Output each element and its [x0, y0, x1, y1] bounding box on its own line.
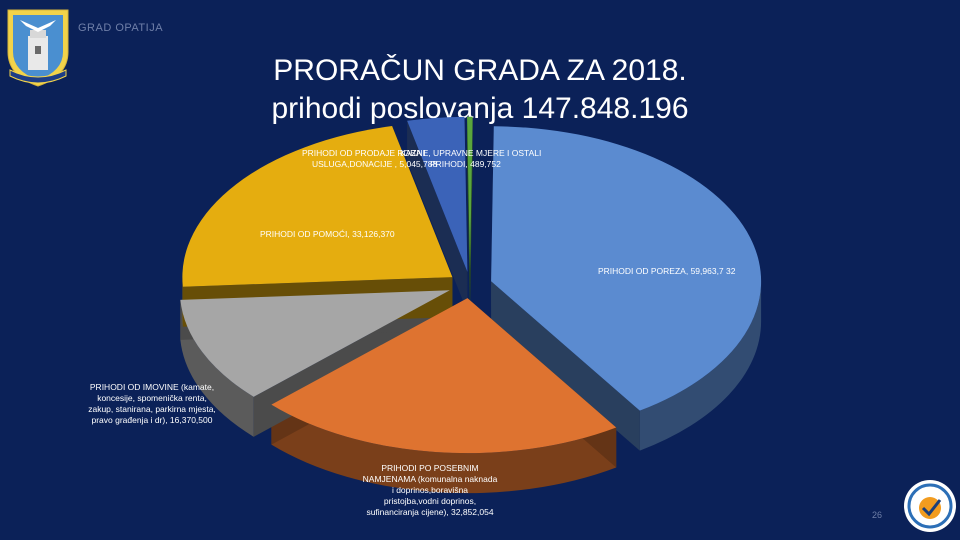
label-prodaja-line2: USLUGA,DONACIJE , 5,045,788 — [312, 159, 438, 169]
pie-slice — [182, 126, 453, 287]
label-prodaja-line1: PRIHODI OD PRODAJE ROBA I — [302, 148, 426, 158]
label-posebne-line: pristojba,vodni doprinos, — [383, 496, 477, 506]
pie-slice — [467, 116, 473, 272]
pie-slice-side — [180, 299, 254, 437]
page-title: PRORAČUN GRADA ZA 2018. prihodi poslovan… — [230, 52, 730, 128]
label-kazne-line1: KAZNE, UPRAVNE MJERE I OSTALI — [400, 148, 542, 158]
label-imovina-line: zakup, stanirana, parkirna mjesta, — [88, 404, 216, 414]
pie-slice-side — [639, 281, 762, 451]
title-line-1: PRORAČUN GRADA ZA 2018. — [273, 54, 687, 87]
pie-slice-side — [271, 404, 617, 494]
label-imovina-line: PRIHODI OD IMOVINE (kamate, — [89, 382, 215, 392]
city-name: GRAD OPATIJA — [78, 22, 164, 34]
title-line-2: prihodi poslovanja 147.848.196 — [271, 92, 689, 125]
label-pomoc: PRIHODI OD POMOĆI, 33,126,370 — [260, 229, 395, 239]
pie-slice-edge — [491, 281, 640, 451]
pie-slice — [407, 116, 468, 272]
pie-slice — [180, 290, 450, 397]
label-imovina-line: koncesije, spomenička renta, — [97, 393, 207, 403]
label-imovina: PRIHODI OD IMOVINE (kamate, koncesije, s… — [82, 382, 222, 426]
page-number: 26 — [872, 510, 883, 520]
pie-slice-edge — [467, 116, 470, 312]
pie-slice — [271, 298, 617, 454]
label-posebne-line: PRIHODI PO POSEBNIM — [381, 463, 479, 473]
pie-slice-edge — [469, 116, 473, 312]
label-porez: PRIHODI OD POREZA, 59,963,7 32 — [598, 266, 736, 276]
label-posebne-line: NAMJENAMA (komunalna naknada — [362, 474, 498, 484]
pie-slice-edge — [407, 120, 468, 312]
label-kazne-line2: PRIHODI, 489,752 — [430, 159, 501, 169]
label-posebne: PRIHODI PO POSEBNIM NAMJENAMA (komunalna… — [350, 463, 510, 518]
pie-slice — [491, 126, 762, 411]
label-imovina-line: pravo građenja i dr), 16,370,500 — [91, 415, 213, 425]
label-posebne-line: sufinanciranja cijene), 32,852,054 — [366, 507, 494, 517]
label-posebne-line: i doprinos,boravišna — [391, 485, 469, 495]
